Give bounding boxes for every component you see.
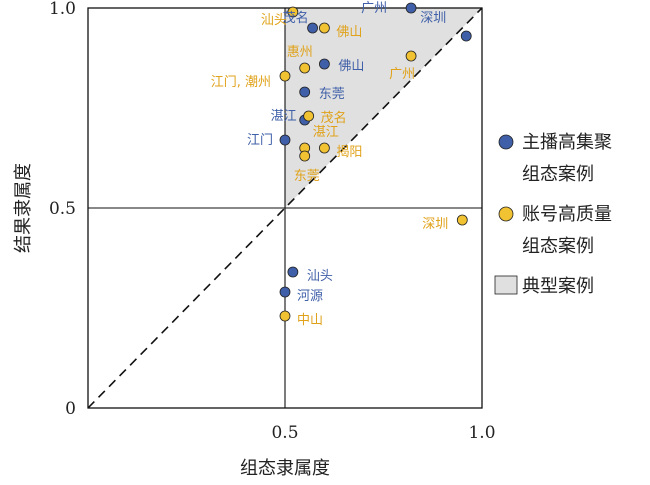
data-point xyxy=(299,86,311,98)
point-label: 湛江 xyxy=(313,125,339,140)
point-label: 揭阳 xyxy=(336,145,362,160)
data-point xyxy=(318,22,330,34)
data-point xyxy=(287,6,299,18)
legend-label: 主播高集聚 xyxy=(522,132,612,153)
legend-label: 组态案例 xyxy=(522,164,594,185)
point-label: 惠州 xyxy=(287,45,313,60)
data-point xyxy=(405,50,417,62)
y-tick-label: 0 xyxy=(65,399,76,419)
data-point xyxy=(318,58,330,70)
point-label: 广州 xyxy=(389,67,415,82)
legend-marker xyxy=(498,134,514,150)
data-point xyxy=(456,214,468,226)
data-point xyxy=(460,30,472,42)
point-label: 佛山 xyxy=(336,25,362,40)
x-tick-label: 0.5 xyxy=(271,423,298,443)
x-tick-label: 1.0 xyxy=(468,423,495,443)
data-point xyxy=(307,22,318,34)
data-point xyxy=(279,286,291,298)
point-label: 汕头 xyxy=(261,13,287,28)
data-point xyxy=(299,150,311,162)
point-label: 深圳 xyxy=(422,217,448,232)
diagonal-line xyxy=(87,7,483,409)
data-point xyxy=(405,2,417,14)
legend-label: 账号高质量 xyxy=(522,204,612,225)
point-label: 中山 xyxy=(297,313,323,328)
data-point xyxy=(318,142,330,154)
point-label: 东莞 xyxy=(319,87,345,102)
y-axis-title: 结果隶属度 xyxy=(13,163,34,253)
point-label: 东莞 xyxy=(294,169,320,184)
data-point xyxy=(287,266,299,278)
data-point xyxy=(303,110,315,122)
point-label: 湛江 xyxy=(271,109,297,124)
x-axis-title: 组态隶属度 xyxy=(240,458,330,479)
point-label: 茂名 xyxy=(283,10,309,26)
legend-label: 典型案例 xyxy=(522,276,594,297)
point-label: 汕头 xyxy=(307,269,333,284)
y-tick-label: 1.0 xyxy=(49,0,76,19)
legend-region-swatch xyxy=(494,275,518,295)
point-label: 河源 xyxy=(297,289,323,304)
point-label: 广州 xyxy=(361,1,387,16)
legend-label: 组态案例 xyxy=(522,236,594,257)
y-tick-label: 0.5 xyxy=(49,199,76,219)
data-point xyxy=(279,310,291,322)
point-label: 江门 xyxy=(247,133,273,148)
point-label: 江门, 潮州 xyxy=(211,75,271,90)
point-label: 佛山 xyxy=(338,59,364,74)
point-label: 茂名 xyxy=(321,110,347,126)
legend-marker xyxy=(498,206,514,222)
data-point xyxy=(299,62,311,74)
data-point xyxy=(279,134,291,146)
point-label: 深圳 xyxy=(420,11,446,26)
data-point xyxy=(279,70,291,82)
